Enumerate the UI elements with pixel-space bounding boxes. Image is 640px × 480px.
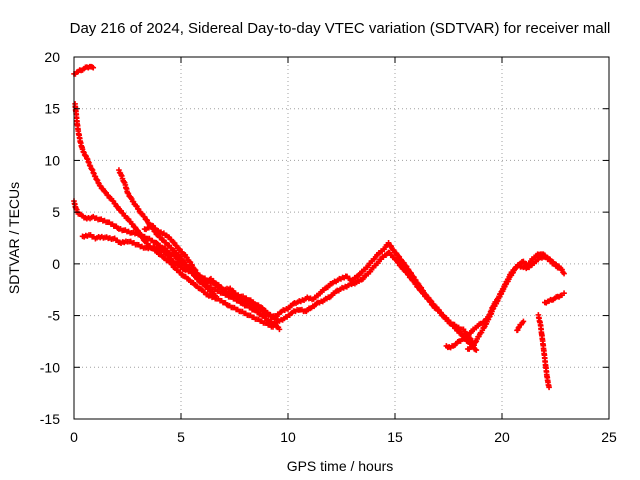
series-arc-kink-3h	[141, 222, 219, 299]
x-tick-label: 10	[280, 429, 296, 445]
data-point	[559, 266, 565, 273]
chart-title: Day 216 of 2024, Sidereal Day-to-day VTE…	[70, 20, 611, 37]
data-point	[212, 292, 219, 299]
y-tick-label: 5	[52, 204, 60, 220]
grid-lines	[74, 57, 609, 419]
y-tick-label: 20	[44, 49, 60, 65]
y-axis-ticks: -15 -10 -5 0 5 10 15 20	[40, 49, 609, 427]
x-tick-label: 0	[70, 429, 78, 445]
data-point	[90, 64, 97, 71]
data-point	[561, 270, 567, 277]
x-tick-label: 20	[494, 429, 510, 445]
data-point	[395, 253, 402, 259]
series-arc-short-a	[514, 318, 527, 334]
x-axis-ticks: 0 5 10 15 20 25	[70, 57, 617, 445]
series-arc-end-mid	[464, 251, 565, 352]
y-tick-label: -5	[48, 308, 61, 324]
series-arc-top-start	[71, 63, 97, 77]
data-point	[561, 290, 567, 296]
x-tick-label: 5	[177, 429, 185, 445]
x-tick-label: 15	[387, 429, 403, 445]
y-tick-label: -15	[40, 411, 60, 427]
data-point	[546, 384, 552, 391]
y-axis-label: SDTVAR / TECUs	[6, 182, 22, 294]
data-point	[408, 270, 415, 277]
y-tick-label: 15	[44, 101, 60, 117]
x-tick-label: 25	[601, 429, 617, 445]
data-point	[102, 189, 108, 195]
data-point	[276, 326, 283, 333]
y-tick-label: 0	[52, 256, 60, 272]
series-arc-plunge	[535, 312, 552, 391]
data-point	[414, 280, 421, 287]
plot-frame	[73, 56, 610, 420]
series-arc-short-b	[542, 290, 567, 306]
data-point	[520, 318, 527, 325]
y-tick-label: 10	[44, 152, 60, 168]
data-point	[427, 297, 434, 304]
data-series	[71, 63, 567, 391]
data-point	[473, 347, 480, 353]
series-arc-descending-1	[72, 101, 281, 330]
y-tick-label: -10	[40, 359, 60, 375]
x-axis-label: GPS time / hours	[287, 458, 394, 474]
